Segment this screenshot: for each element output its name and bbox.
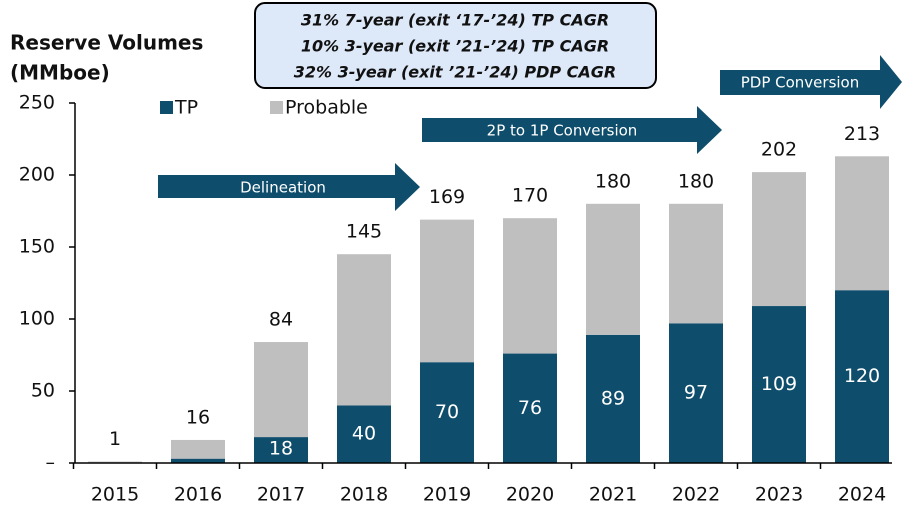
x-tick-label: 2019	[423, 484, 471, 506]
total-label: 202	[761, 139, 797, 161]
bar-segment	[752, 172, 806, 307]
x-tick-label: 2021	[589, 484, 637, 506]
legend-label: TP	[174, 97, 198, 119]
y-tick-label: 50	[31, 380, 55, 402]
total-label: 84	[269, 309, 293, 331]
bar-segment	[337, 254, 391, 406]
y-tick-label: 100	[19, 308, 55, 330]
bar-segment	[254, 342, 308, 438]
bar-segment	[752, 306, 806, 463]
bar-segment	[503, 218, 557, 354]
value-label: 76	[518, 397, 542, 419]
bar-segment	[254, 437, 308, 463]
bar-segment	[171, 439, 225, 459]
value-label: 70	[435, 401, 459, 423]
legend-swatch	[160, 101, 173, 114]
y-tick-label: 250	[19, 92, 55, 114]
bar-segment	[586, 334, 640, 463]
value-label: 97	[684, 382, 708, 404]
annotation-box	[254, 2, 657, 89]
annotation: 10% 3-year (exit ’21-’24) TP CAGR	[301, 37, 609, 56]
total-label: 16	[186, 406, 210, 428]
bar-segment	[171, 458, 225, 463]
y-tick-label: 150	[19, 236, 55, 258]
arrow	[158, 163, 420, 211]
bar-segment	[669, 203, 723, 324]
value-label: 109	[761, 373, 797, 395]
bar-segment	[835, 156, 889, 291]
x-tick-label: 2024	[838, 484, 886, 506]
bar-segment	[337, 405, 391, 463]
legend-swatch	[270, 101, 283, 114]
chart-title: Reserve Volumes	[10, 31, 203, 55]
y-tick-label: 200	[19, 164, 55, 186]
value-label: 40	[352, 423, 376, 445]
x-tick-label: 2023	[755, 484, 803, 506]
bar-segment	[420, 219, 474, 363]
arrow-label: Delineation	[240, 179, 326, 197]
total-label: 180	[678, 170, 714, 192]
legend-label: Probable	[285, 97, 368, 119]
annotation: 32% 3-year (exit ’21-’24) PDP CAGR	[294, 63, 616, 82]
chart-title: (MMboe)	[10, 61, 110, 85]
value-label: 89	[601, 387, 625, 409]
arrow	[720, 55, 902, 109]
value-label: 18	[269, 438, 293, 460]
bar-segment	[420, 362, 474, 463]
x-tick-label: 2022	[672, 484, 720, 506]
total-label: 1	[109, 428, 121, 450]
arrow	[422, 106, 722, 154]
total-label: 170	[512, 185, 548, 207]
y-tick-label: –	[46, 452, 56, 474]
bar-segment	[835, 290, 889, 463]
bar-segment	[503, 353, 557, 463]
annotation: 31% 7-year (exit ‘17-’24) TP CAGR	[301, 11, 609, 30]
bar-segment	[669, 323, 723, 463]
total-label: 169	[429, 186, 465, 208]
arrow-label: 2P to 1P Conversion	[487, 122, 638, 140]
total-label: 213	[844, 123, 880, 145]
x-tick-label: 2015	[91, 484, 139, 506]
total-label: 145	[346, 221, 382, 243]
bar-segment	[586, 203, 640, 335]
value-label: 120	[844, 365, 880, 387]
x-tick-label: 2018	[340, 484, 388, 506]
x-tick-label: 2016	[174, 484, 222, 506]
x-tick-label: 2017	[257, 484, 305, 506]
total-label: 180	[595, 170, 631, 192]
arrow-label: PDP Conversion	[741, 74, 860, 92]
x-tick-label: 2020	[506, 484, 554, 506]
